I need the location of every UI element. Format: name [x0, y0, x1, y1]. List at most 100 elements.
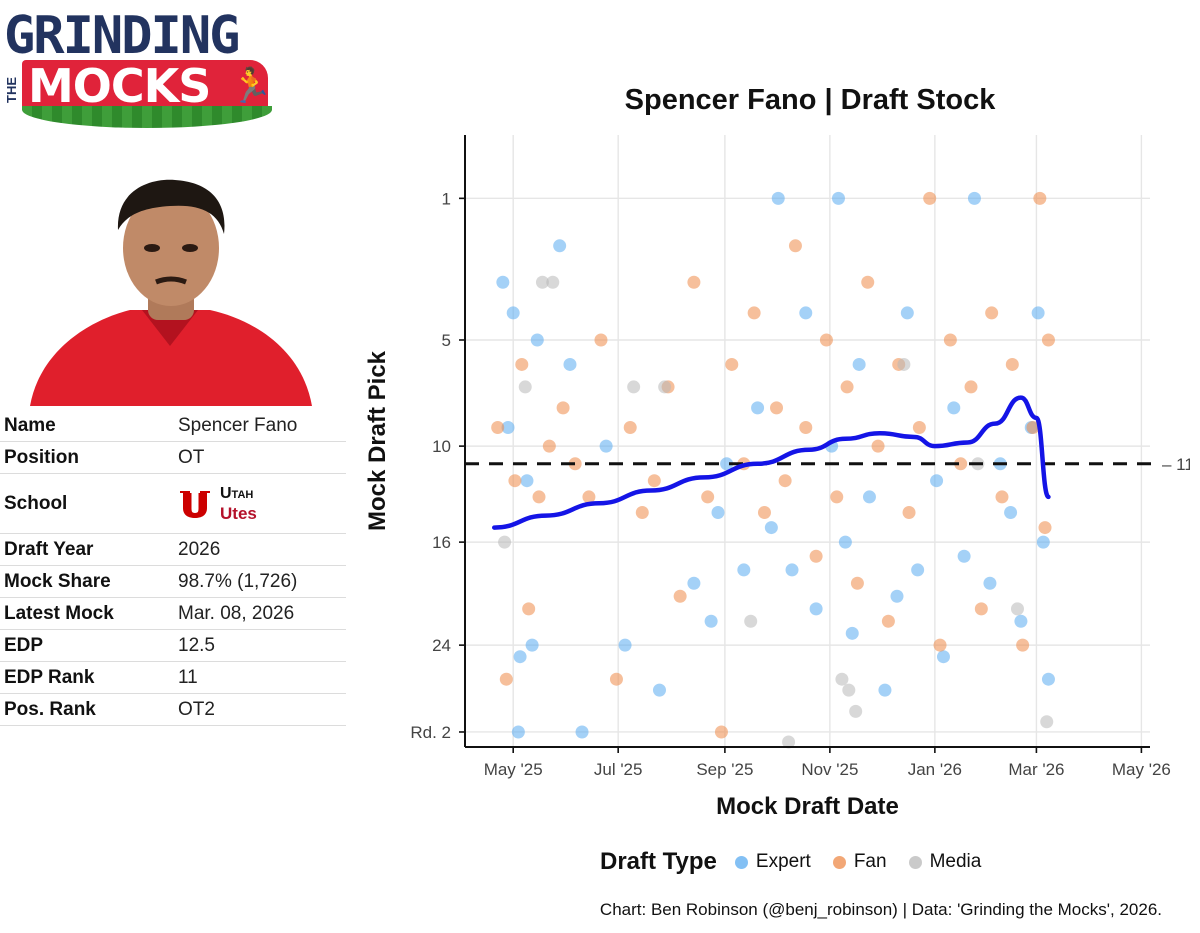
legend-dot-expert	[734, 855, 748, 869]
point-fan	[995, 490, 1009, 504]
point-fan	[778, 474, 792, 488]
point-media	[1040, 715, 1054, 729]
info-key: Name	[4, 414, 56, 436]
info-row-school: School Utah Utes	[0, 474, 346, 534]
x-tick-label: Jan '26	[908, 760, 962, 779]
y-tick-label: 24	[432, 636, 451, 655]
logo-line-mocks: MOCKS	[28, 59, 211, 113]
point-fan	[522, 602, 536, 616]
x-tick-label: Nov '25	[801, 760, 858, 779]
chart-grid	[465, 135, 1150, 747]
point-fan	[1026, 421, 1040, 435]
x-tick-label: May '26	[1112, 760, 1171, 779]
point-expert	[506, 306, 520, 320]
point-fan	[933, 638, 947, 652]
legend-label: Media	[929, 851, 982, 872]
point-fan	[943, 333, 957, 347]
point-media	[1010, 602, 1024, 616]
point-expert	[530, 333, 544, 347]
point-fan	[1038, 521, 1052, 535]
point-media	[842, 683, 856, 697]
info-key: School	[4, 492, 68, 514]
point-media	[849, 704, 863, 718]
point-fan	[568, 457, 582, 471]
logo-field-graphic	[22, 106, 272, 128]
runner-icon: 🏃	[230, 66, 273, 106]
info-value: OT2	[178, 698, 215, 720]
info-key: Mock Share	[4, 570, 111, 592]
legend-item-expert: Expert	[734, 851, 811, 873]
grinding-the-mocks-logo: GRINDING THE MOCKS 🏃	[4, 6, 276, 128]
school-mascot: Utes	[220, 503, 257, 523]
info-key: Draft Year	[4, 538, 94, 560]
point-fan	[491, 421, 505, 435]
point-expert	[618, 638, 632, 652]
point-fan	[964, 380, 978, 394]
point-fan	[515, 357, 529, 371]
point-expert	[575, 725, 589, 739]
point-fan	[609, 672, 623, 686]
point-expert	[930, 474, 944, 488]
player-photo	[30, 179, 312, 406]
point-media	[835, 672, 849, 686]
point-expert	[1041, 672, 1055, 686]
point-fan	[799, 421, 813, 435]
point-expert	[1031, 306, 1045, 320]
point-expert	[525, 638, 539, 652]
point-fan	[757, 506, 771, 520]
point-expert	[511, 725, 525, 739]
point-fan	[923, 191, 937, 205]
point-expert	[799, 306, 813, 320]
point-media	[658, 380, 672, 394]
point-fan	[770, 401, 784, 415]
point-expert	[785, 563, 799, 577]
draft-stock-chart: – 11 1 5 10 16 24 Rd. 2 May '25 Jul '25 Sep '25 N…	[364, 135, 1190, 820]
point-expert	[845, 626, 859, 640]
point-media	[627, 380, 641, 394]
point-fan	[912, 421, 926, 435]
point-fan	[974, 602, 988, 616]
info-row-draft-year: Draft Year 2026	[0, 534, 346, 566]
school-name: Utah	[220, 484, 254, 502]
info-key: Position	[4, 446, 79, 468]
info-row-name: Name Spencer Fano	[0, 410, 346, 442]
point-fan	[850, 576, 864, 590]
legend-item-media: Media	[908, 851, 982, 873]
info-value: OT	[178, 446, 205, 468]
chart-credit: Chart: Ben Robinson (@benj_robinson) | D…	[599, 900, 1162, 919]
info-value: Spencer Fano	[178, 414, 298, 436]
chart-title: Spencer Fano | Draft Stock	[624, 84, 996, 116]
info-row-latest-mock: Latest Mock Mar. 08, 2026	[0, 598, 346, 630]
point-fan	[647, 474, 661, 488]
legend-label: Fan	[853, 851, 887, 872]
point-fan	[830, 490, 844, 504]
point-expert	[900, 306, 914, 320]
point-expert	[737, 563, 751, 577]
legend-dot-fan	[832, 855, 846, 869]
y-tick-label: 1	[442, 189, 451, 208]
point-expert	[983, 576, 997, 590]
point-expert	[704, 614, 718, 628]
legend-label: Expert	[755, 851, 811, 872]
point-expert	[957, 549, 971, 563]
info-key: EDP Rank	[4, 666, 95, 688]
point-expert	[599, 439, 613, 453]
info-key: Pos. Rank	[4, 698, 96, 720]
info-value: Mar. 08, 2026	[178, 602, 295, 624]
info-key: EDP	[4, 634, 44, 656]
point-expert	[687, 576, 701, 590]
point-fan	[902, 506, 916, 520]
trend-curve	[492, 395, 1051, 530]
point-fan	[725, 357, 739, 371]
point-fan	[532, 490, 546, 504]
point-fan	[508, 474, 522, 488]
point-expert	[1036, 535, 1050, 549]
point-media	[897, 357, 911, 371]
chart-points	[491, 191, 1055, 749]
point-expert	[878, 683, 892, 697]
y-axis-title: Mock Draft Pick	[364, 350, 391, 531]
point-expert	[809, 602, 823, 616]
point-fan	[1005, 357, 1019, 371]
point-expert	[1004, 506, 1018, 520]
point-expert	[711, 506, 725, 520]
